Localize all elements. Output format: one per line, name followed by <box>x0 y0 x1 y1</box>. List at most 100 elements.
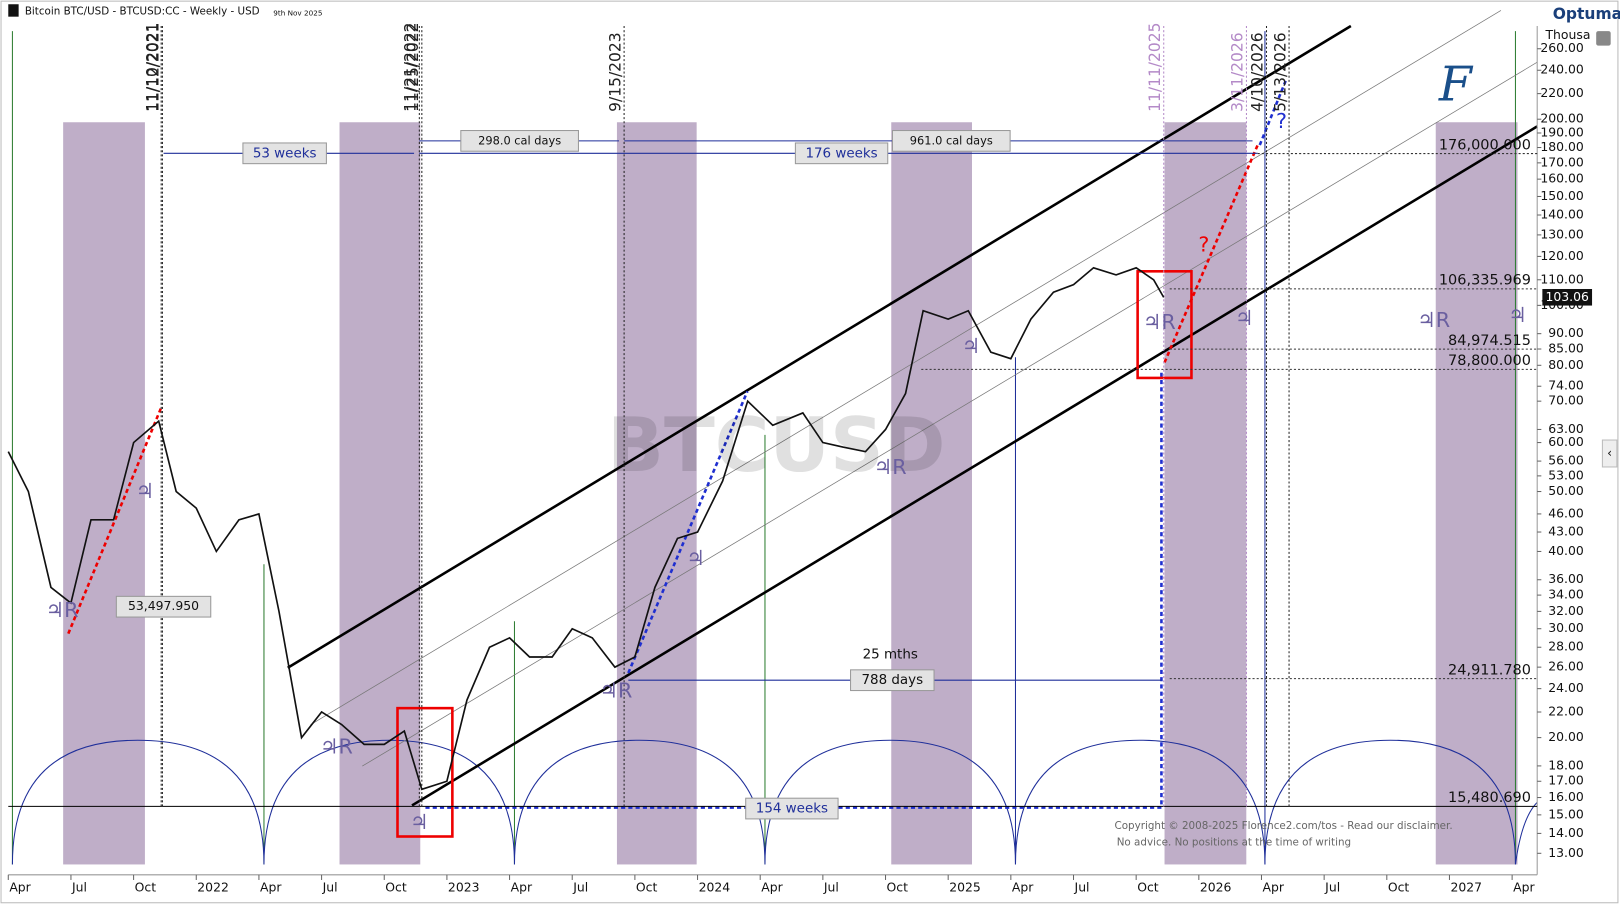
y-tick-label: 160.00 <box>1540 171 1584 186</box>
price-tag-label: 103.06 <box>1545 289 1589 304</box>
annotation-box <box>242 142 327 165</box>
level-label: 24,911.780 <box>1448 662 1531 678</box>
annotation: 961.0 cal days <box>910 133 993 147</box>
annotation: 298.0 cal days <box>478 133 561 147</box>
y-tick-label: 80.00 <box>1548 357 1584 372</box>
y-tick-label: 240.00 <box>1540 62 1584 77</box>
y-tick-label: 120.00 <box>1540 248 1584 263</box>
date-label: 3/11/2026 <box>1229 32 1247 112</box>
y-tick-label: 20.00 <box>1548 729 1584 744</box>
x-tick-label: Jul <box>322 880 338 895</box>
x-tick-label: 2024 <box>699 880 731 895</box>
y-tick-label: 70.00 <box>1548 393 1584 408</box>
x-tick-label: Oct <box>636 880 658 895</box>
y-tick-label: 53.00 <box>1548 467 1584 482</box>
subtitle: 9th Nov 2025 <box>273 9 322 18</box>
annotation: 53,497.950 <box>128 598 199 613</box>
x-tick-label: Jul <box>1074 880 1090 895</box>
price-line <box>7 266 1165 791</box>
y-tick-label: 220.00 <box>1540 85 1584 100</box>
unit-label: Thousa <box>1544 27 1590 42</box>
price-tag <box>1542 288 1593 306</box>
x-tick-label: 2025 <box>949 880 981 895</box>
y-tick-label: 150.00 <box>1540 188 1584 203</box>
y-tick-label: 43.00 <box>1548 524 1584 539</box>
x-tick-label: Apr <box>1263 880 1285 895</box>
level-label: 78,800.000 <box>1448 353 1531 369</box>
x-tick-label: Apr <box>511 880 533 895</box>
y-tick-label: 60.00 <box>1548 434 1584 449</box>
annotation-box <box>460 130 579 152</box>
y-tick-label: 18.00 <box>1548 757 1584 772</box>
date-label: 11/21/2022 <box>402 22 420 111</box>
x-tick-label: Apr <box>761 880 783 895</box>
x-tick-label: Oct <box>887 880 909 895</box>
x-tick-label: Jul <box>572 880 588 895</box>
date-label: 9/15/2023 <box>606 32 624 112</box>
annotation: Copyright © 2008-2025 Florence2.com/tos … <box>1115 820 1453 832</box>
date-label: 4/10/2026 <box>1249 32 1267 112</box>
x-tick-label: Oct <box>1137 880 1159 895</box>
glyph: ♃R <box>874 455 907 479</box>
y-tick-label: 40.00 <box>1548 543 1584 558</box>
y-tick-label: 32.00 <box>1548 603 1584 618</box>
glyph: ♃ <box>1235 306 1254 330</box>
x-tick-label: Apr <box>9 880 31 895</box>
glyph: ♃ <box>410 810 429 834</box>
y-tick-label: 24.00 <box>1548 680 1584 695</box>
x-tick-label: 2027 <box>1450 880 1482 895</box>
level-label: 176,000.000 <box>1439 137 1531 153</box>
x-tick-label: Oct <box>1388 880 1410 895</box>
y-tick-label: 50.00 <box>1548 483 1584 498</box>
annotation-box <box>115 595 212 618</box>
date-label: 11/10/2021 <box>143 22 161 111</box>
y-tick-label: 63.00 <box>1548 421 1584 436</box>
x-tick-label: 2023 <box>448 880 480 895</box>
date-label: 11/11/2025 <box>1146 22 1164 111</box>
annotation-box <box>745 797 839 820</box>
y-tick-label: 56.00 <box>1548 453 1584 468</box>
x-tick-label: Oct <box>385 880 407 895</box>
y-tick-label: 200.00 <box>1540 111 1584 126</box>
glyph: ♃R <box>320 734 353 758</box>
glyph: ♃ <box>1508 303 1527 327</box>
level-label: 106,335.969 <box>1439 273 1531 289</box>
y-tick-label: 85.00 <box>1548 341 1584 356</box>
date-label: 11/25/2022 <box>404 22 422 111</box>
y-tick-label: 30.00 <box>1548 620 1584 635</box>
y-tick-label: 15.00 <box>1548 806 1584 821</box>
y-tick-label: 14.00 <box>1548 825 1584 840</box>
glyph: ♃ <box>136 479 155 503</box>
annotation-box <box>850 669 935 692</box>
y-tick-label: 170.00 <box>1540 154 1584 169</box>
annotation: 25 mths <box>863 647 918 662</box>
glyph: ♃ <box>686 546 705 570</box>
y-tick-label: 110.00 <box>1540 271 1584 286</box>
annotation: ? <box>1276 109 1287 133</box>
watermark: BTCUSD <box>607 402 945 489</box>
y-tick-label: 34.00 <box>1548 587 1584 602</box>
y-tick-label: 130.00 <box>1540 226 1584 241</box>
y-tick-label: 28.00 <box>1548 639 1584 654</box>
x-tick-label: Apr <box>260 880 282 895</box>
y-tick-label: 90.00 <box>1548 325 1584 340</box>
annotation: 176 weeks <box>805 146 877 161</box>
date-label: 11/12/2021 <box>145 22 163 111</box>
glyph: ♃R <box>1143 310 1176 334</box>
x-tick-label: Jul <box>71 880 87 895</box>
x-tick-label: Oct <box>135 880 157 895</box>
level-label: 15,480.690 <box>1448 790 1531 806</box>
x-tick-label: 2026 <box>1200 880 1232 895</box>
y-tick-label: 180.00 <box>1540 139 1584 154</box>
annotation-box <box>891 130 1011 152</box>
annotation: 154 weeks <box>756 802 828 817</box>
annotation-box <box>794 142 889 165</box>
y-tick-label: 36.00 <box>1548 571 1584 586</box>
y-tick-label: 17.00 <box>1548 773 1584 788</box>
date-label: 5/13/2026 <box>1271 32 1289 112</box>
svg-text:‹: ‹ <box>1607 445 1612 460</box>
annotation: ? <box>1198 232 1209 256</box>
x-tick-label: Jul <box>823 880 839 895</box>
